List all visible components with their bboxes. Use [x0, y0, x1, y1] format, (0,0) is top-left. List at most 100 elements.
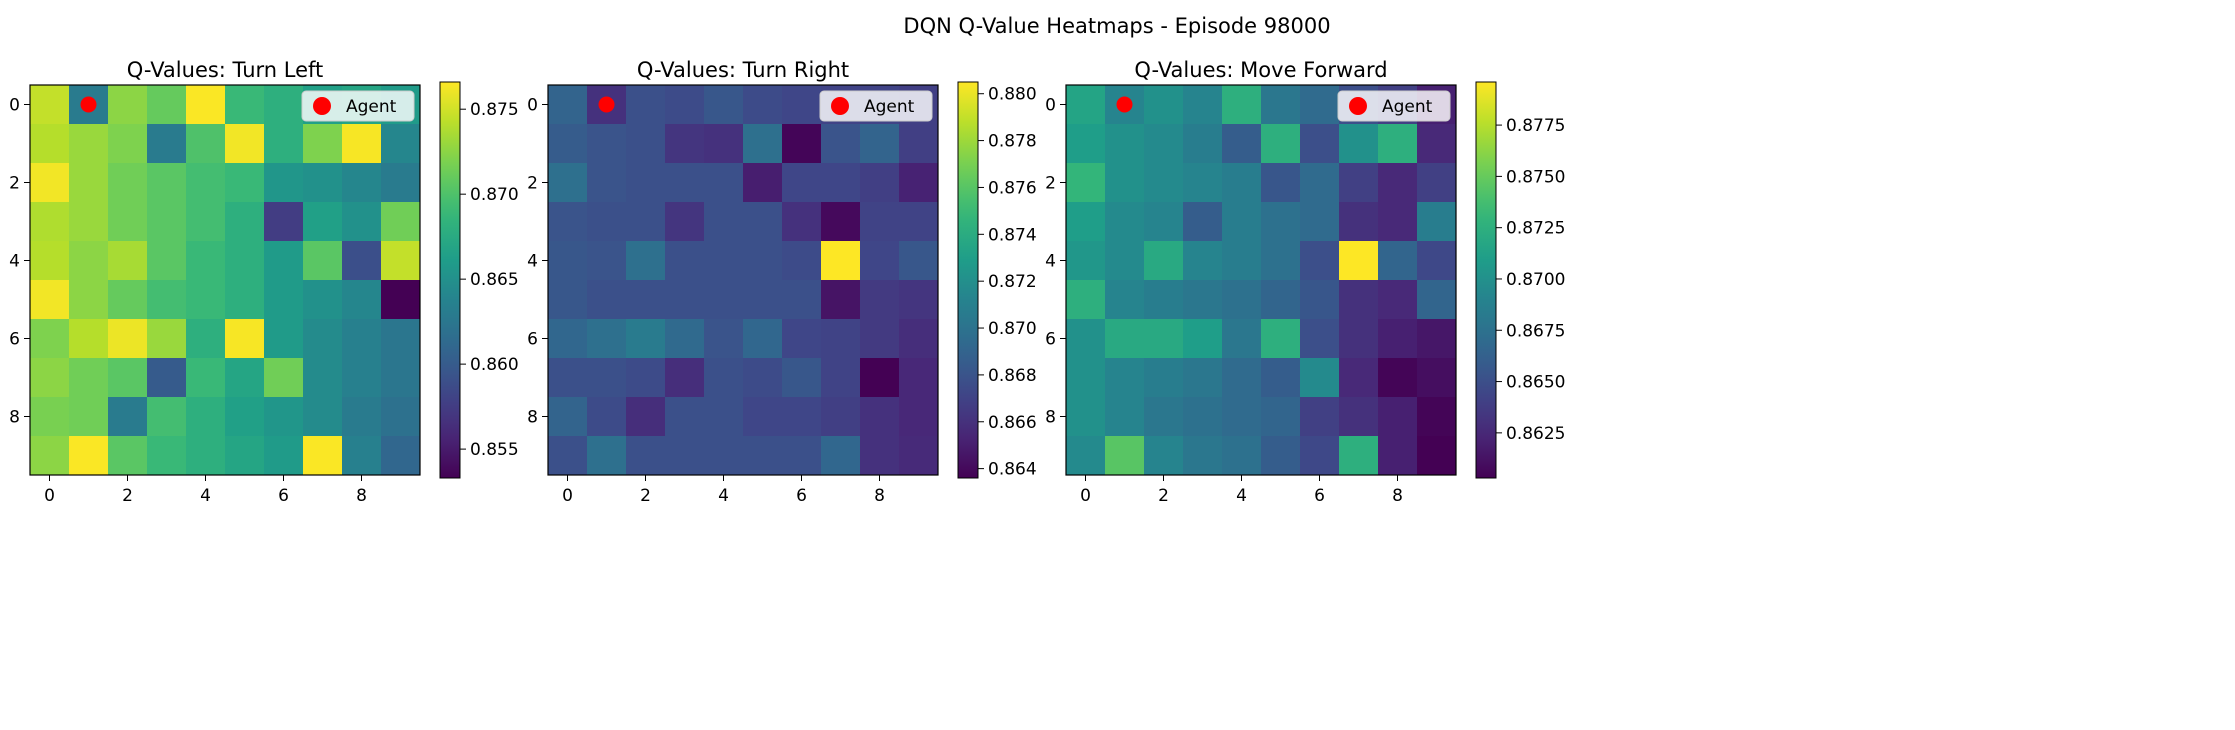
x-tick-label: 8	[874, 486, 885, 506]
heatmap-cell	[782, 202, 822, 242]
heatmap-cell	[186, 241, 226, 281]
heatmap-cell	[665, 280, 705, 320]
heatmap-cell	[1378, 202, 1418, 242]
y-tick-label: 0	[1045, 96, 1056, 116]
heatmap-cell	[548, 358, 588, 398]
heatmap-cell	[147, 85, 187, 125]
heatmap-cell	[626, 358, 666, 398]
heatmap-cell	[587, 280, 627, 320]
colorbar-tick-label: 0.870	[470, 185, 519, 205]
heatmap-cell	[1261, 85, 1301, 125]
heatmap-cell	[743, 163, 783, 203]
heatmap-cell	[1066, 280, 1106, 320]
heatmap-cell	[1183, 202, 1223, 242]
heatmap-cell	[1222, 397, 1262, 437]
heatmap-cell	[626, 163, 666, 203]
heatmap-cell	[665, 202, 705, 242]
y-tick-label: 2	[1045, 174, 1056, 194]
heatmap-cell	[225, 319, 265, 359]
legend-box	[819, 90, 933, 122]
heatmap-cell	[899, 280, 939, 320]
y-tick-label: 4	[527, 252, 538, 272]
heatmap-cell	[821, 163, 861, 203]
heatmap-cell	[1417, 124, 1457, 164]
heatmap-cell	[264, 358, 304, 398]
heatmap-cell	[1261, 358, 1301, 398]
heatmap-cell	[1183, 163, 1223, 203]
heatmap-cell	[225, 163, 265, 203]
heatmap-cell	[1339, 202, 1379, 242]
heatmap-cell	[704, 124, 744, 164]
heatmap-cell	[1300, 241, 1340, 281]
x-tick-label: 4	[200, 486, 211, 506]
heatmap-cell	[860, 397, 900, 437]
heatmap-cell	[264, 202, 304, 242]
heatmap-cell	[1105, 280, 1145, 320]
agent-marker	[598, 96, 615, 113]
heatmap-cell	[381, 124, 421, 164]
heatmap-cell	[186, 163, 226, 203]
heatmap-cell	[381, 358, 421, 398]
colorbar-tick-label: 0.8775	[1506, 116, 1565, 136]
colorbar-tick-label: 0.866	[988, 413, 1037, 433]
heatmap-cell	[665, 397, 705, 437]
heatmap-cell	[303, 124, 343, 164]
heatmap-cell	[860, 163, 900, 203]
heatmap-cell	[1144, 241, 1184, 281]
heatmap-cell	[899, 319, 939, 359]
heatmap-cell	[548, 241, 588, 281]
heatmap-cell	[821, 319, 861, 359]
y-tick-label: 8	[1045, 408, 1056, 428]
x-tick-label: 2	[640, 486, 651, 506]
heatmap-cell	[381, 280, 421, 320]
heatmap-cell	[1339, 319, 1379, 359]
heatmap-cell	[1105, 358, 1145, 398]
heatmap-cell	[1105, 436, 1145, 476]
heatmap-cell	[704, 319, 744, 359]
heatmap-cell	[1144, 280, 1184, 320]
x-tick-label: 0	[562, 486, 573, 506]
heatmap-cell	[147, 202, 187, 242]
heatmap-cell	[1261, 397, 1301, 437]
heatmap-cell	[342, 436, 382, 476]
heatmap-cell	[587, 358, 627, 398]
heatmap-cell	[1066, 436, 1106, 476]
heatmap-cell	[665, 436, 705, 476]
heatmap-cell	[665, 163, 705, 203]
y-tick-label: 0	[9, 96, 20, 116]
heatmap-cell	[225, 436, 265, 476]
heatmap-cell	[186, 397, 226, 437]
heatmap-cell	[108, 397, 148, 437]
heatmap-cell	[1339, 397, 1379, 437]
agent-marker	[80, 96, 97, 113]
heatmap-cell	[548, 397, 588, 437]
heatmap-cell	[342, 319, 382, 359]
heatmap-cell	[1417, 358, 1457, 398]
heatmap-cell	[30, 85, 70, 125]
heatmap-cell	[1183, 241, 1223, 281]
panel-title: Q-Values: Move Forward	[1134, 58, 1387, 82]
heatmap-cell	[626, 241, 666, 281]
heatmap-cell	[626, 397, 666, 437]
heatmap-cell	[303, 202, 343, 242]
heatmap-cell	[147, 319, 187, 359]
heatmap-cell	[30, 280, 70, 320]
heatmap-cell	[1261, 436, 1301, 476]
heatmap-cell	[1378, 358, 1418, 398]
heatmap-cell	[69, 280, 109, 320]
heatmap-cell	[860, 358, 900, 398]
heatmap-cell	[69, 163, 109, 203]
x-tick-label: 0	[44, 486, 55, 506]
heatmap-cell	[342, 397, 382, 437]
heatmap-cell	[665, 241, 705, 281]
x-tick-label: 6	[796, 486, 807, 506]
heatmap-cell	[69, 397, 109, 437]
heatmap-cell	[225, 358, 265, 398]
heatmap-cell	[782, 124, 822, 164]
heatmap-cell	[1378, 319, 1418, 359]
legend-label: Agent	[1382, 97, 1433, 117]
heatmap-cell	[1378, 241, 1418, 281]
y-tick-label: 8	[9, 408, 20, 428]
heatmap-cell	[548, 85, 588, 125]
colorbar-tick-label: 0.870	[988, 319, 1037, 339]
